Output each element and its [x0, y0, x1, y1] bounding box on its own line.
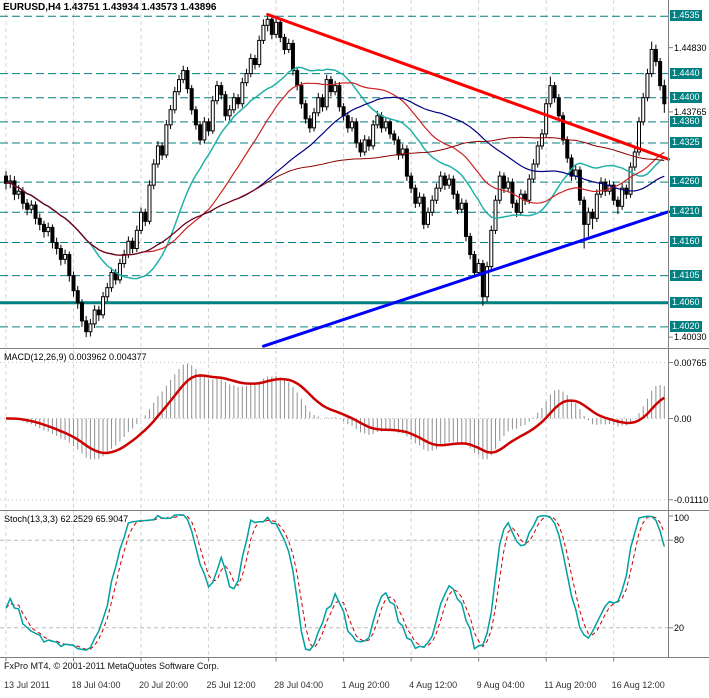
time-axis-label: 1 Aug 20:00	[341, 680, 390, 690]
price-level-label: 1.4400	[670, 91, 702, 103]
price-level-label: 1.4260	[670, 176, 702, 188]
price-level-label: 1.4535	[670, 10, 702, 22]
time-axis-label: 28 Jul 04:00	[274, 680, 324, 690]
price-level-label: 1.4360	[670, 115, 702, 127]
time-axis-label: 9 Aug 04:00	[476, 680, 525, 690]
chart-title: EURUSD,H4 1.43751 1.43934 1.43573 1.4389…	[3, 2, 217, 13]
price-level-label: 1.4160	[670, 236, 702, 248]
price-axis-tick-label: 1.44830	[674, 42, 707, 53]
stoch-d-line	[5, 514, 665, 650]
copyright-text: FxPro MT4, © 2001-2011 MetaQuotes Softwa…	[4, 661, 220, 671]
macd-axis-tick-label: 0.00	[674, 413, 692, 424]
time-axis-label: 18 Jul 04:00	[71, 680, 121, 690]
stoch-k-line	[5, 514, 666, 652]
time-axis-label: 11 Aug 20:00	[544, 680, 597, 690]
price-level-label: 1.4325	[670, 136, 702, 148]
macd-signal-line	[5, 374, 666, 455]
macd-gridlines	[0, 362, 668, 501]
pane-borders	[0, 0, 709, 658]
stoch-axis-tick-label: 20	[674, 622, 685, 633]
price-levels-layer	[0, 15, 668, 328]
axis-tick-marks	[5, 47, 673, 662]
time-axis-label: 13 Jul 2011	[4, 680, 50, 690]
time-axis-label: 20 Jul 20:00	[139, 680, 189, 690]
stoch-indicator-label: Stoch(13,3,3) 62.2529 65.9047	[4, 514, 129, 524]
stoch-axis-tick-label: 100	[674, 513, 690, 523]
price-axis-tick-label: 1.40030	[674, 332, 707, 343]
time-axis-label: 25 Jul 12:00	[206, 680, 256, 690]
macd-indicator-label: MACD(12,26,9) 0.003962 0.004377	[4, 352, 147, 362]
moving-averages-layer	[5, 66, 665, 280]
stoch-gridlines	[0, 539, 668, 629]
price-level-label: 1.4060	[670, 296, 702, 308]
stoch-axis-tick-label: 80	[674, 535, 685, 546]
macd-axis-tick-label: 0.00765	[674, 357, 707, 368]
macd-histogram	[9, 363, 665, 460]
vertical-gridlines	[5, 0, 615, 658]
price-level-label: 1.4105	[670, 269, 702, 281]
candles-layer	[4, 16, 667, 338]
macd-axis-tick-label: -0.01110	[674, 494, 709, 505]
price-axis-tick-label: 1.43765	[674, 106, 707, 117]
price-level-label: 1.4440	[670, 67, 702, 79]
price-level-label: 1.4210	[670, 206, 702, 218]
time-axis-label: 4 Aug 12:00	[409, 680, 458, 690]
trendlines-layer[interactable]	[261, 12, 671, 348]
price-level-label: 1.4020	[670, 320, 702, 332]
time-axis-label: 16 Aug 12:00	[611, 680, 665, 690]
